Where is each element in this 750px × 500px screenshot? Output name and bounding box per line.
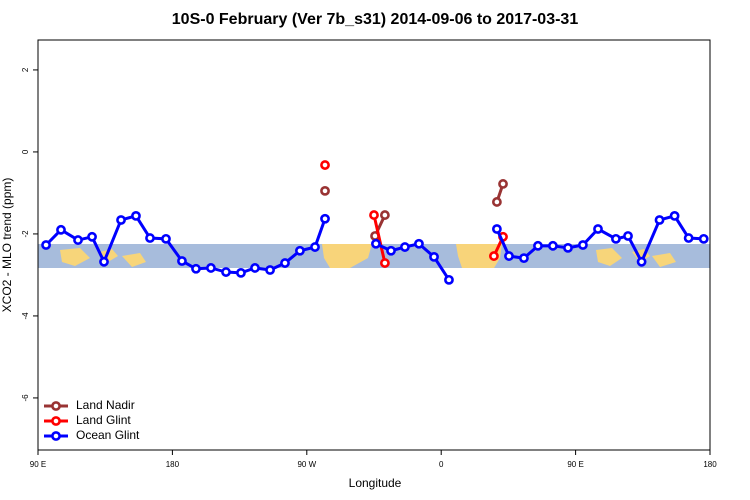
legend-label: Land Glint: [76, 413, 131, 427]
data-point: [87, 231, 97, 242]
legend-marker: [51, 401, 61, 411]
data-point: [563, 242, 573, 253]
data-point: [593, 224, 603, 234]
data-point: [369, 210, 379, 220]
x-tick-label: 180: [703, 460, 717, 469]
data-point: [131, 210, 141, 221]
data-point: [636, 256, 647, 267]
y-tick-label: -6: [21, 394, 30, 402]
data-point: [320, 185, 330, 196]
data-point: [295, 245, 305, 256]
data-point: [310, 242, 320, 252]
data-point: [400, 242, 410, 252]
data-point: [280, 258, 290, 268]
data-point: [99, 256, 109, 267]
data-point: [414, 238, 424, 249]
legend-label: Land Nadir: [76, 398, 135, 412]
data-point: [504, 251, 514, 261]
data-point: [320, 160, 330, 170]
data-point: [489, 251, 499, 261]
data-point: [380, 210, 390, 220]
y-tick-label: 2: [21, 67, 30, 72]
legend-marker: [51, 416, 61, 426]
data-point: [371, 238, 381, 249]
x-tick-label: 90 E: [30, 460, 46, 469]
legend-marker: [51, 431, 61, 441]
x-tick-label: 90 W: [297, 460, 316, 469]
x-tick-label: 0: [439, 460, 444, 469]
data-point: [250, 263, 260, 273]
data-point: [498, 179, 508, 189]
y-tick-label: -2: [21, 230, 30, 238]
data-point: [320, 213, 330, 224]
x-tick-label: 180: [166, 460, 180, 469]
data-point: [191, 263, 201, 274]
data-point: [654, 215, 665, 225]
x-axis-title: Longitude: [349, 476, 402, 490]
y-tick-label: -4: [21, 312, 30, 320]
data-point: [683, 233, 694, 243]
y-axis-title: XCO2 - MLO trend (ppm): [0, 178, 14, 313]
data-point: [206, 263, 216, 273]
data-point: [492, 197, 502, 207]
data-point: [221, 267, 231, 277]
data-point: [236, 267, 246, 278]
data-point: [41, 240, 51, 250]
data-point: [177, 256, 187, 266]
data-point: [380, 258, 390, 268]
data-point: [145, 233, 155, 243]
data-point: [116, 215, 126, 225]
data-point: [669, 210, 680, 221]
data-point: [265, 265, 275, 275]
data-point: [161, 233, 171, 244]
data-point: [578, 240, 588, 250]
data-point: [548, 240, 558, 251]
y-tick-label: 0: [21, 149, 30, 154]
data-point: [519, 253, 529, 264]
plot-frame: [37, 39, 711, 451]
data-point: [533, 240, 543, 251]
data-point: [492, 224, 502, 234]
data-point: [386, 245, 396, 256]
data-point: [429, 251, 439, 262]
data-point: [56, 224, 66, 235]
data-point: [611, 233, 621, 244]
legend-label: Ocean Glint: [76, 428, 140, 442]
data-point: [73, 235, 83, 245]
data-point: [623, 231, 633, 241]
data-point: [444, 274, 454, 285]
data-point: [698, 233, 709, 244]
chart-title: 10S-0 February (Ver 7b_s31) 2014-09-06 t…: [172, 11, 579, 28]
series-line: [373, 183, 505, 237]
x-tick-label: 90 E: [567, 460, 583, 469]
